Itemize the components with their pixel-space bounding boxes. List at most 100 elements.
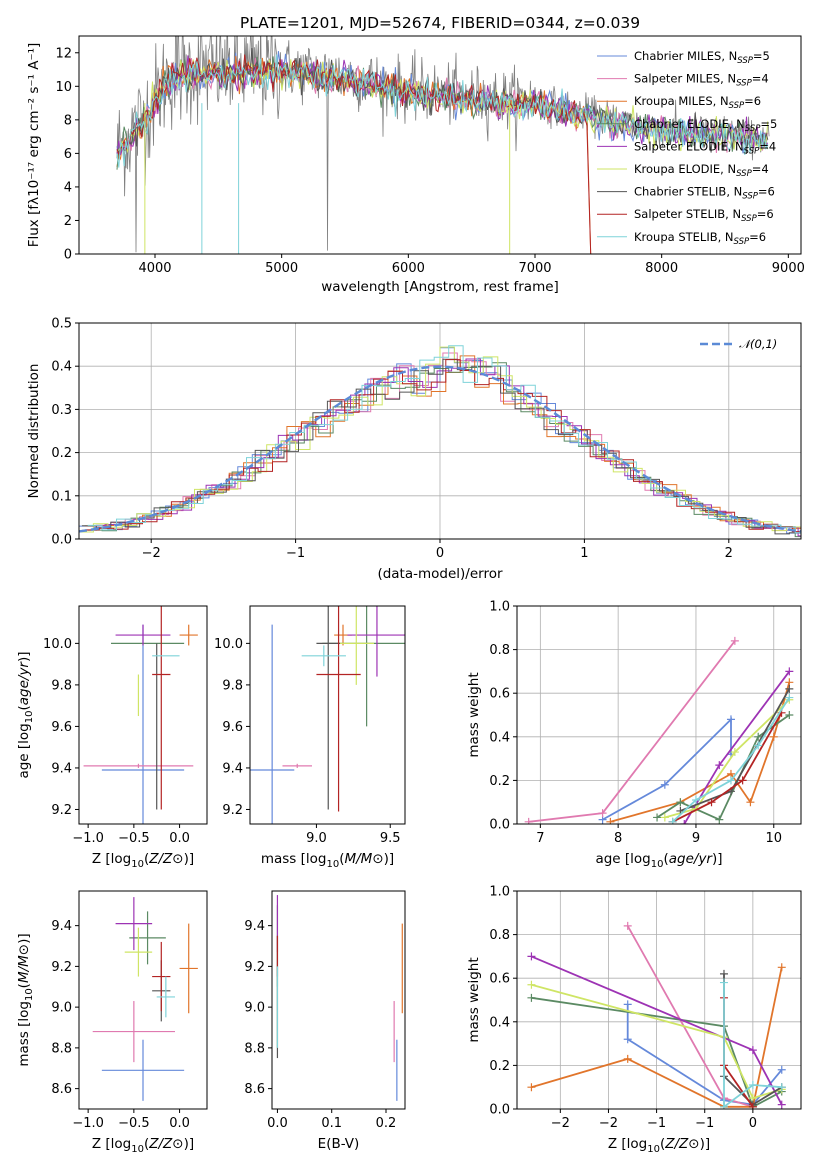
mass-weight-axes: 7 8 9 10 0.0 0.2 0.4 0.6 0.8 1.0 age [log10(age/yr… [466,600,802,870]
x-tick-label: −2 [142,546,161,561]
x-tick-label: 5000 [265,261,298,276]
x-tick-label: 6000 [392,261,425,276]
plot-area [276,895,403,1101]
axes-frame [516,605,802,825]
legend-label: Kroupa STELIB, NSSP=6 [634,230,766,247]
x-tick-label: −1.0 [72,831,104,846]
weight-marker [746,798,755,807]
x-tick-label: −0.5 [118,831,150,846]
x-tick-label: −1.0 [72,1116,104,1131]
spectrum-legend: Chabrier MILES, NSSP=5 Salpeter MILES, NS… [597,49,777,247]
y-tick-label: 9.4 [51,919,72,934]
x-tick-label: 0 [749,1116,757,1131]
weight-marker [691,796,700,805]
mass-weight-axes: −2 −2 −1 −1 0 0.0 0.2 0.4 0.6 0.8 1.0 Z [log10(Z/Z⊙… [466,885,802,1155]
weight-marker [719,969,728,978]
errorbar-axes: −1.0 −0.5 0.0 8.6 8.8 9.0 9.2 9.4 Z [log10(Z/Z⊙)… [16,890,208,1155]
y-axis-label: Flux [fλ10⁻¹⁷ erg cm⁻² s⁻¹ A⁻¹] [26,43,42,248]
axes-frame [516,890,802,1110]
y-tick-label: 0.2 [489,1059,510,1074]
y-tick-label: 0.6 [489,687,510,702]
plot-area [524,636,794,824]
x-tick-label: 9 [692,831,700,846]
y-tick-label: 0.4 [489,1015,510,1030]
y-tick-label: 0.1 [51,489,72,504]
weight-marker [777,1065,786,1074]
x-tick-label: 0 [436,546,444,561]
y-axis-label: mass weight [466,957,482,1042]
x-tick-label: 0.0 [267,1116,288,1131]
weight-marker [524,817,533,824]
x-tick-label: 0.1 [321,1116,342,1131]
y-tick-label: 9.4 [244,919,265,934]
y-tick-label: 10 [55,80,72,95]
x-tick-label: 8 [614,831,622,846]
weight-marker [785,667,794,676]
weight-marker [527,952,536,961]
plot-area [92,897,198,1101]
histogram-step [84,359,801,533]
legend-label: Chabrier STELIB, NSSP=6 [634,185,775,202]
plot-area [250,606,405,824]
weight-marker [623,1054,632,1063]
y-axis-label: mass [log10(M/M⊙)] [16,933,35,1066]
legend-label: Chabrier ELODIE, NSSP=5 [634,117,777,134]
weight-marker [715,761,724,770]
x-tick-label: 9.0 [306,831,327,846]
x-tick-label: 9000 [772,261,805,276]
weight-marker [653,813,662,822]
weight-marker [623,1000,632,1009]
weight-line [672,712,783,823]
weight-marker [707,798,716,807]
y-tick-label: 0.8 [489,928,510,943]
weight-marker [748,1081,757,1090]
weight-marker [748,1046,757,1055]
weight-marker [748,1102,757,1109]
x-axis-label: age [log10(age/yr)] [595,851,722,870]
y-axis-label: age [log10(age/yr)] [16,651,35,778]
plot-area [79,345,801,538]
errorbar-axes: −1.0 −0.5 0.0 9.2 9.4 9.6 9.8 10.0 Z [log10(Z/Z⊙… [16,605,208,870]
y-tick-label: 0.3 [51,403,72,418]
weight-marker [730,748,739,757]
y-axis-label: Normed distribution [26,364,42,499]
y-tick-label: 8 [64,113,72,128]
weight-marker [777,963,786,972]
weight-marker [715,815,724,824]
x-tick-label: 7000 [518,261,551,276]
weight-marker [719,1102,728,1109]
axes-frame [78,605,208,825]
weight-marker [785,684,794,693]
errorbar-axes: 0.0 0.1 0.2 8.6 8.8 9.0 9.2 9.4 E(B-V) [244,890,406,1152]
weight-marker [754,732,763,741]
weight-line [610,682,791,823]
histogram-step [79,346,801,533]
axes-frame [249,605,406,825]
weight-marker [726,776,735,785]
y-tick-label: 8.8 [51,1041,72,1056]
x-axis-label: Z [log10(Z/Z⊙)] [608,1136,710,1155]
x-axis-label: wavelength [Angstrom, rest frame] [321,279,559,295]
y-tick-label: 9.2 [51,803,72,818]
weight-marker [754,741,763,750]
y-tick-label: 12 [55,46,72,61]
plot-area [83,606,198,824]
y-tick-label: 8.8 [244,1041,265,1056]
weight-marker [777,1083,786,1092]
spectrum-axes: 4000 5000 6000 7000 8000 9000 0 2 4 6 8 10 12 wavelen… [26,35,805,295]
x-axis-label: Z [log10(Z/Z⊙)] [92,851,194,870]
y-tick-label: 4 [64,180,72,195]
y-tick-label: 9.2 [51,960,72,975]
weight-marker [769,732,778,741]
weight-marker [606,817,615,824]
weight-marker [785,693,794,702]
y-tick-label: 9.6 [222,720,243,735]
y-tick-label: 9.8 [222,678,243,693]
weight-marker [527,980,536,989]
y-tick-label: 0.0 [489,1103,510,1118]
weight-marker [738,776,747,785]
weight-marker [785,711,794,719]
axes-frame [78,890,208,1110]
histogram-step [90,358,801,537]
x-tick-label: −0.5 [118,1116,150,1131]
